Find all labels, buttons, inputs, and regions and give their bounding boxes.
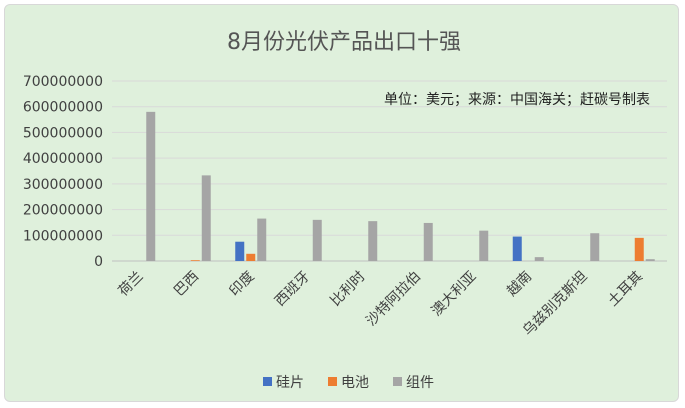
legend-swatch <box>263 377 272 386</box>
gridlines <box>112 80 667 262</box>
bar <box>479 230 489 261</box>
x-tick-label: 沙特阿拉伯 <box>363 269 424 330</box>
bar <box>423 222 433 261</box>
y-tick-label: 400000000 <box>23 151 103 167</box>
y-axis-labels: 0 100000000 200000000 300000000 400000000 500… <box>23 74 103 270</box>
y-tick-label: 200000000 <box>23 203 103 219</box>
y-tick-label: 300000000 <box>23 177 103 193</box>
chart-frame: 8月份光伏产品出口十强 单位：美元；来源：中国海关；赶碳号制表 0 1000000… <box>4 4 679 402</box>
legend: 硅片 电池 组件 <box>263 375 434 391</box>
bar <box>246 253 256 261</box>
y-tick-label: 700000000 <box>23 74 103 90</box>
bar <box>590 233 600 261</box>
x-tick-label: 西班牙 <box>272 269 313 310</box>
legend-swatch <box>328 377 337 386</box>
bar <box>201 175 211 261</box>
x-tick-label: 越南 <box>504 269 535 300</box>
y-tick-label: 600000000 <box>23 100 103 116</box>
chart-title: 8月份光伏产品出口十强 <box>227 30 461 55</box>
x-tick-label: 土耳其 <box>605 269 646 310</box>
bar <box>512 236 522 261</box>
legend-label: 组件 <box>406 375 434 391</box>
legend-swatch <box>393 377 402 386</box>
bar <box>312 219 322 261</box>
bars <box>146 111 655 261</box>
bar <box>645 259 655 261</box>
y-tick-label: 100000000 <box>23 228 103 244</box>
x-tick-label: 比利时 <box>328 269 369 310</box>
bar-chart: 8月份光伏产品出口十强 单位：美元；来源：中国海关；赶碳号制表 0 1000000… <box>23 30 667 391</box>
bar <box>634 237 644 261</box>
bar <box>190 260 200 261</box>
y-tick-label: 0 <box>94 254 103 270</box>
legend-label: 电池 <box>341 375 369 391</box>
x-tick-label: 巴西 <box>171 269 202 300</box>
y-tick-label: 500000000 <box>23 125 103 141</box>
bar <box>534 257 544 261</box>
bar <box>146 111 156 261</box>
x-tick-label: 荷兰 <box>115 269 146 300</box>
legend-label: 硅片 <box>276 375 304 391</box>
source-note: 单位：美元；来源：中国海关；赶碳号制表 <box>384 92 650 108</box>
x-tick-label: 印度 <box>226 269 257 300</box>
bar <box>368 221 378 261</box>
bar <box>235 241 245 261</box>
bar <box>257 218 267 261</box>
x-tick-label: 澳大利亚 <box>429 269 480 320</box>
